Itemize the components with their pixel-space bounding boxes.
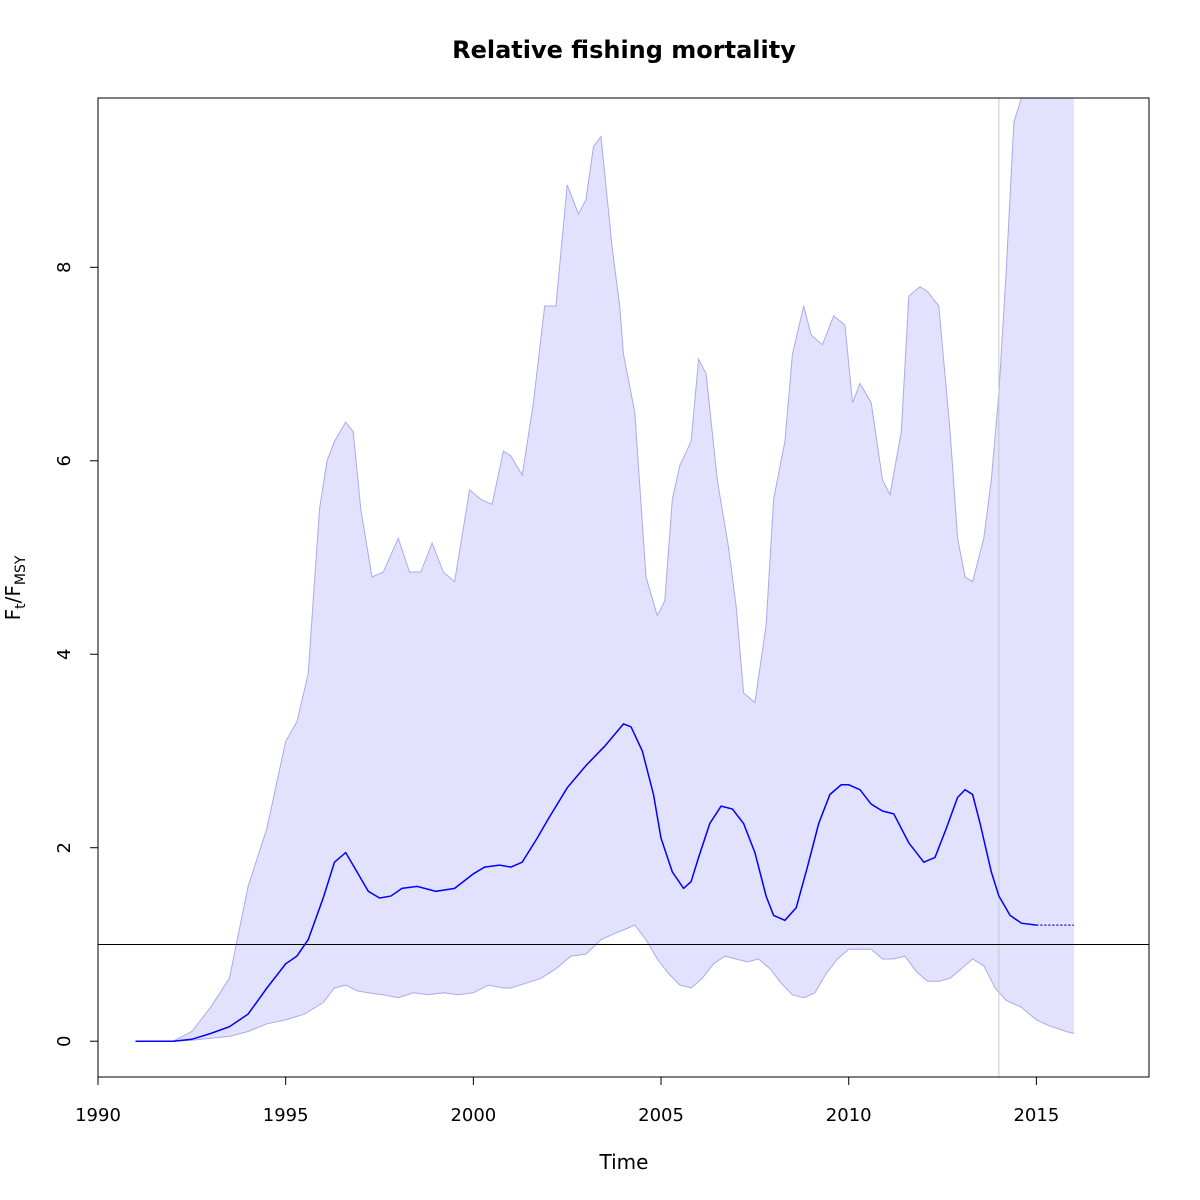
upper-ci-line [135,98,1074,1042]
x-tick-label: 2000 [450,1105,496,1126]
estimate-line [135,723,1037,1042]
y-label-sub1: t [13,603,29,609]
x-tick-label: 2010 [826,1105,872,1126]
confidence-band [135,98,1074,1042]
y-tick-label: 2 [54,842,75,853]
plot-area [98,98,1149,1077]
x-axis: 1990 1995 2000 2005 2010 2015 [75,1076,1059,1126]
x-tick-label: 2015 [1013,1105,1059,1126]
y-tick-label: 8 [54,262,75,273]
y-axis-label: Ft/FMSY [1,555,29,620]
plot-content [98,98,1149,1077]
y-tick-label: 6 [54,455,75,466]
x-tick-label: 1990 [75,1105,121,1126]
y-tick-label: 4 [54,649,75,660]
y-label-sep: /F [1,585,25,603]
y-label-main: F [1,609,25,621]
y-tick-label: 0 [54,1035,75,1046]
y-axis: 0 2 4 6 8 [54,262,99,1047]
x-tick-label: 2005 [638,1105,684,1126]
chart-title: Relative fishing mortality [452,36,796,64]
y-label-sub2: MSY [13,555,29,585]
x-axis-label: Time [599,1150,649,1174]
lower-ci-line [135,924,1075,1042]
x-tick-label: 1995 [263,1105,309,1126]
